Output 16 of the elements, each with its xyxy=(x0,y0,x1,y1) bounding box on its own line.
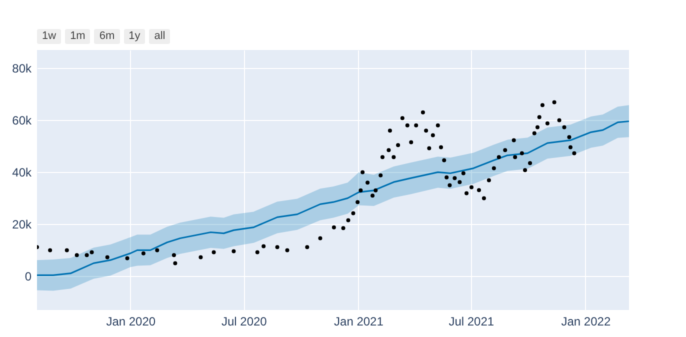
y-tick-label: 60k xyxy=(12,114,32,128)
text: 1w xyxy=(37,29,62,44)
y-tick-label: 0 xyxy=(24,270,32,284)
y-tick-label: 20k xyxy=(12,218,32,232)
x-tick-label: Jan 2022 xyxy=(561,314,611,328)
line-series xyxy=(37,120,629,276)
text: all xyxy=(149,29,170,44)
text: 1y xyxy=(124,29,146,44)
y-tick-label: 40k xyxy=(12,166,32,180)
x-tick-label: Jan 2021 xyxy=(334,314,384,328)
x-tick-label: Jul 2021 xyxy=(448,314,494,328)
text: 6m xyxy=(94,29,120,44)
x-tick-label: Jan 2020 xyxy=(106,314,156,328)
y-tick-label: 80k xyxy=(12,62,32,76)
x-tick-label: Jul 2020 xyxy=(221,314,268,328)
text: 1m xyxy=(65,29,90,44)
